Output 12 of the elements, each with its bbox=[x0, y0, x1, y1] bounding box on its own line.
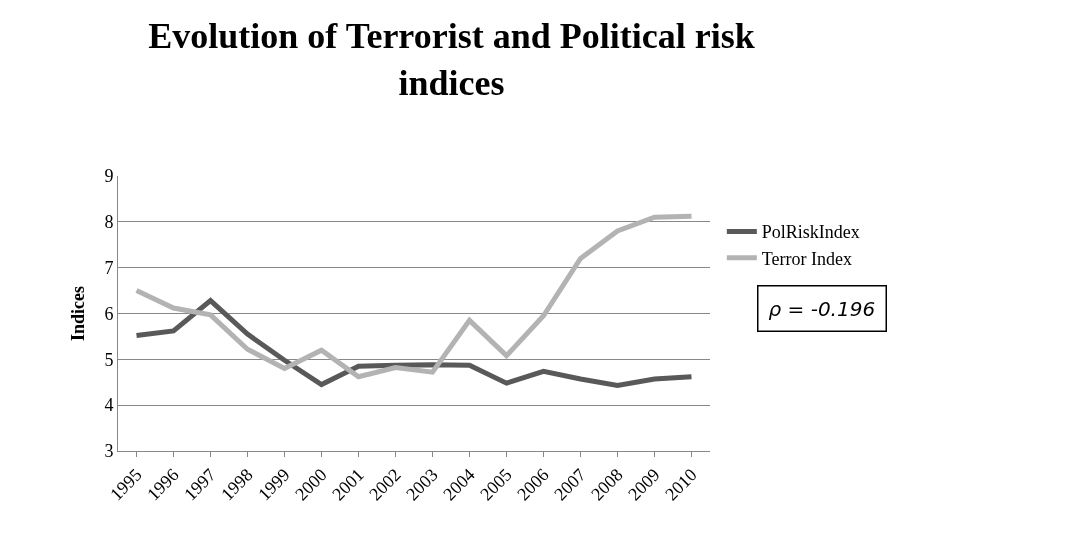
y-tick-label: 6 bbox=[104, 303, 114, 324]
y-tick-label: 4 bbox=[104, 395, 114, 416]
chart-title: Evolution of Terrorist and Political risk indices bbox=[148, 15, 755, 103]
legend-label: Terror Index bbox=[761, 248, 853, 269]
y-tick-label: 9 bbox=[104, 166, 114, 187]
y-tick-label: 5 bbox=[104, 349, 114, 370]
legend-label: PolRiskIndex bbox=[761, 222, 860, 243]
y-tick-label: 8 bbox=[104, 212, 114, 233]
y-axis-title: Indices bbox=[67, 285, 88, 342]
y-tick-label: 7 bbox=[104, 257, 114, 278]
text: ρ = -0.196 bbox=[768, 296, 876, 321]
y-tick-label: 3 bbox=[104, 441, 114, 462]
